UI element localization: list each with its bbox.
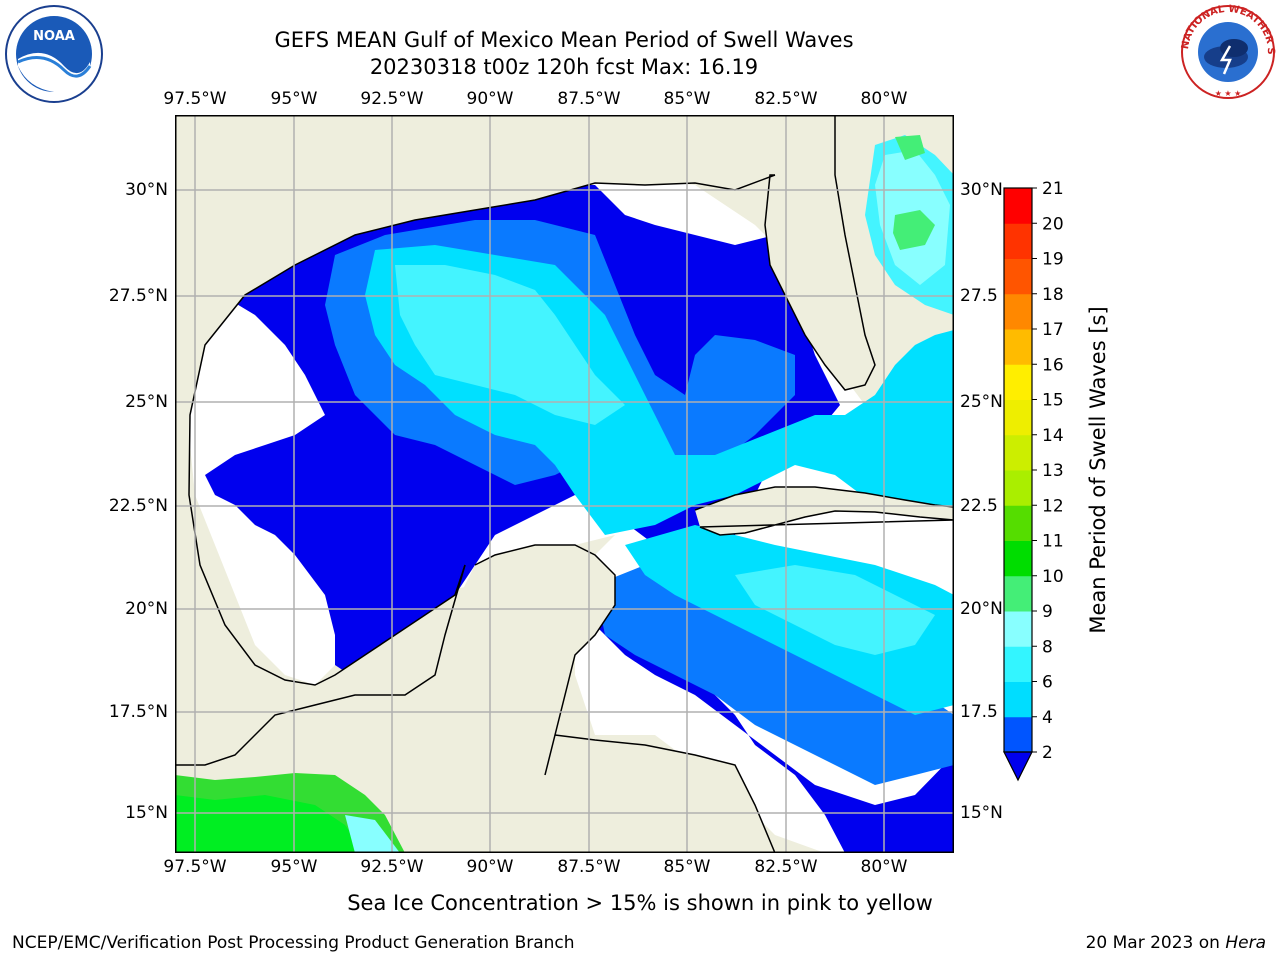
lon-label-top: 90°W — [466, 89, 514, 109]
lat-label-right: 20°N — [960, 599, 1003, 619]
map-frame — [175, 115, 954, 853]
lat-label-left: 30°N — [125, 180, 168, 200]
lat-label-right: 17.5 — [960, 702, 998, 722]
colorbar-bin — [1004, 470, 1032, 506]
central-america-land — [545, 735, 775, 853]
lon-label-top: 85°W — [663, 89, 711, 109]
colorbar-bin — [1004, 646, 1032, 682]
lon-label-bottom: 92.5°W — [360, 857, 424, 877]
colorbar-bin — [1004, 329, 1032, 365]
map-title: GEFS MEAN Gulf of Mexico Mean Period of … — [274, 28, 854, 52]
lon-label-bottom: 97.5°W — [163, 857, 227, 877]
lon-label-bottom: 80°W — [860, 857, 908, 877]
colorbar-tick-label: 17 — [1042, 320, 1064, 340]
colorbar-bin — [1004, 611, 1032, 647]
colorbar-bin — [1004, 681, 1032, 718]
colorbar-tick-label: 20 — [1042, 214, 1064, 234]
colorbar-label: Mean Period of Swell Waves [s] — [1086, 306, 1110, 634]
lon-label-top: 92.5°W — [360, 89, 424, 109]
graticule — [175, 115, 954, 853]
lon-label-top: 87.5°W — [557, 89, 621, 109]
nws-logo: NATIONAL WEATHER SERVICE ★ ★ ★ — [1178, 2, 1276, 99]
colorbar-tick-label: 18 — [1042, 285, 1064, 305]
coastlines — [175, 115, 954, 853]
colorbar-tick-label: 13 — [1042, 461, 1064, 481]
colorbar-bin — [1004, 293, 1032, 330]
lon-label-bottom: 85°W — [663, 857, 711, 877]
yucatan-land — [455, 545, 615, 805]
colorbar-tick-label: 12 — [1042, 496, 1064, 516]
lat-label-right: 25°N — [960, 392, 1003, 412]
swell-9-10s-east — [893, 135, 935, 250]
lat-label-left: 25°N — [125, 392, 168, 412]
lat-label-left: 22.5°N — [108, 496, 168, 516]
lat-label-right: 27.5 — [960, 286, 998, 306]
colorbar-bin — [1004, 434, 1032, 471]
lat-label-right: 15°N — [960, 803, 1003, 823]
map-subtitle: 20230318 t00z 120h fcst Max: 16.19 — [369, 55, 759, 79]
colorbar-tick-label: 6 — [1042, 673, 1053, 693]
colorbar-tick-label: 8 — [1042, 637, 1053, 657]
pacific-region-light — [175, 795, 365, 853]
mexico-coast-land — [175, 115, 775, 765]
lon-label-top: 97.5°W — [163, 89, 227, 109]
noaa-logo: NOAA — [5, 5, 103, 103]
lon-label-bottom: 87.5°W — [557, 857, 621, 877]
lat-label-left: 17.5°N — [108, 702, 168, 722]
swell-2-4s-south — [595, 565, 954, 785]
colorbar-tick-label: 15 — [1042, 391, 1064, 411]
colorbar-tick-label: 9 — [1042, 602, 1053, 622]
colorbar-tick-label: 19 — [1042, 250, 1064, 270]
colorbar-bin — [1004, 575, 1032, 612]
colorbar-tick-label: 21 — [1042, 180, 1064, 199]
colorbar-tick-label: 10 — [1042, 567, 1064, 587]
lat-label-right: 30°N — [960, 180, 1003, 200]
sea-ice-note: Sea Ice Concentration > 15% is shown in … — [347, 891, 933, 915]
footer-host: Hera — [1225, 933, 1266, 953]
colorbar: 21 20 19 18 17 16 15 14 13 12 11 10 9 8 6 4 2 — [1003, 180, 1064, 782]
footer-date-text: 20 Mar 2023 on — [1085, 933, 1226, 953]
lon-label-bottom: 82.5°W — [754, 857, 818, 877]
colorbar-tick-label: 4 — [1042, 708, 1053, 728]
lon-label-bottom: 90°W — [466, 857, 514, 877]
lat-label-left: 20°N — [125, 599, 168, 619]
lon-label-top: 95°W — [270, 89, 318, 109]
lat-label-left: 15°N — [125, 803, 168, 823]
svg-text:★ ★ ★: ★ ★ ★ — [1215, 89, 1242, 98]
colorbar-bin — [1004, 258, 1032, 295]
colorbar-bin — [1004, 364, 1032, 400]
lat-label-right: 22.5 — [960, 496, 998, 516]
colorbar-under-arrow — [1003, 751, 1033, 782]
footer-credit: NCEP/EMC/Verification Post Processing Pr… — [12, 933, 575, 953]
florida-land — [765, 115, 875, 390]
footer-date: 20 Mar 2023 on Hera — [1086, 933, 1266, 953]
pacific-region-cyan — [345, 815, 400, 853]
swell-6-8s — [395, 265, 625, 425]
lat-label-left: 27.5°N — [108, 286, 168, 306]
lon-label-top: 80°W — [860, 89, 908, 109]
colorbar-tick-label: 11 — [1042, 532, 1064, 552]
colorbar-bin — [1004, 505, 1032, 541]
lon-label-bottom: 95°W — [270, 857, 318, 877]
colorbar-tick-label: 2 — [1042, 743, 1053, 763]
colorbar-bin — [1004, 223, 1032, 259]
svg-text:NOAA: NOAA — [33, 29, 75, 44]
gulf-of-mexico-swell-map — [175, 115, 954, 853]
colorbar-tick-label: 14 — [1042, 426, 1064, 446]
colorbar-tick-label: 16 — [1042, 355, 1064, 375]
colorbar-bin — [1004, 716, 1032, 753]
swell-6-8s-caribbean — [735, 565, 935, 655]
lon-label-top: 82.5°W — [754, 89, 818, 109]
cuba-land — [695, 487, 954, 535]
colorbar-bin — [1004, 540, 1032, 577]
colorbar-bin — [1004, 188, 1032, 224]
colorbar-bin — [1004, 399, 1032, 436]
